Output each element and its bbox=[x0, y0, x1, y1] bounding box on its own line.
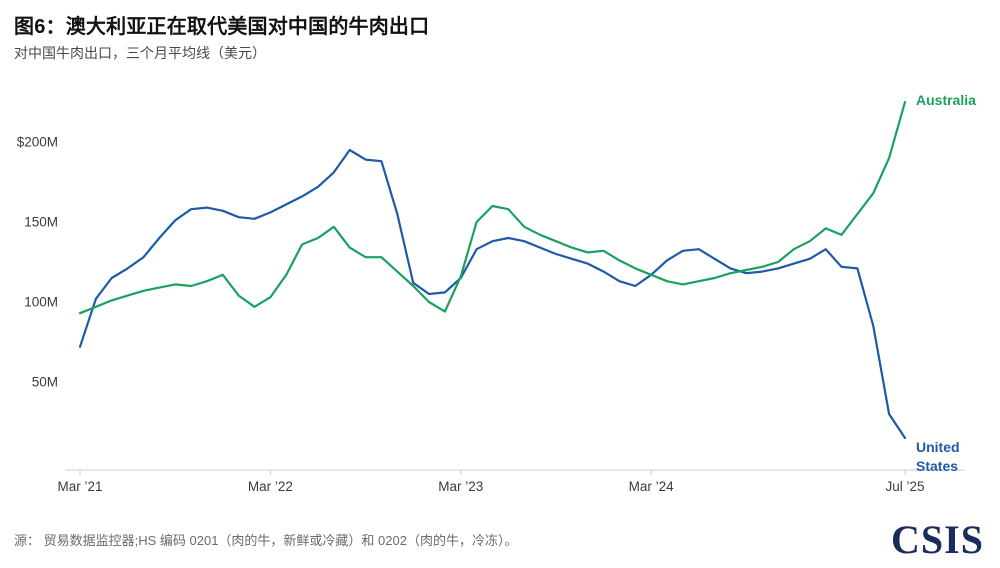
x-axis-tick-label: Mar ’21 bbox=[57, 479, 102, 494]
source-note: 源： 贸易数据监控器;HS 编码 0201（肉的牛，新鲜或冷藏）和 0202（肉… bbox=[14, 533, 518, 548]
y-axis-tick-label: 150M bbox=[24, 215, 58, 230]
series-line-australia bbox=[78, 100, 907, 315]
series-label-australia: Australia bbox=[916, 92, 976, 108]
csis-logo: CSIS bbox=[891, 517, 984, 562]
series-line-united-states bbox=[78, 148, 907, 440]
y-axis-tick-label: $200M bbox=[17, 135, 58, 150]
x-axis-tick-label: Jul ’25 bbox=[885, 479, 924, 494]
x-axis-tick-label: Mar ’23 bbox=[438, 479, 483, 494]
chart-title: 图6：澳大利亚正在取代美国对中国的牛肉出口 bbox=[14, 16, 430, 38]
x-axis-tick-label: Mar ’22 bbox=[248, 479, 293, 494]
y-axis-tick-label: 100M bbox=[24, 295, 58, 310]
x-axis-tick-label: Mar ’24 bbox=[629, 479, 675, 494]
y-axis-tick-label: 50M bbox=[32, 375, 58, 390]
chart-subtitle: 对中国牛肉出口，三个月平均线（美元） bbox=[14, 45, 266, 61]
series-label-united-states: United States bbox=[916, 439, 960, 474]
